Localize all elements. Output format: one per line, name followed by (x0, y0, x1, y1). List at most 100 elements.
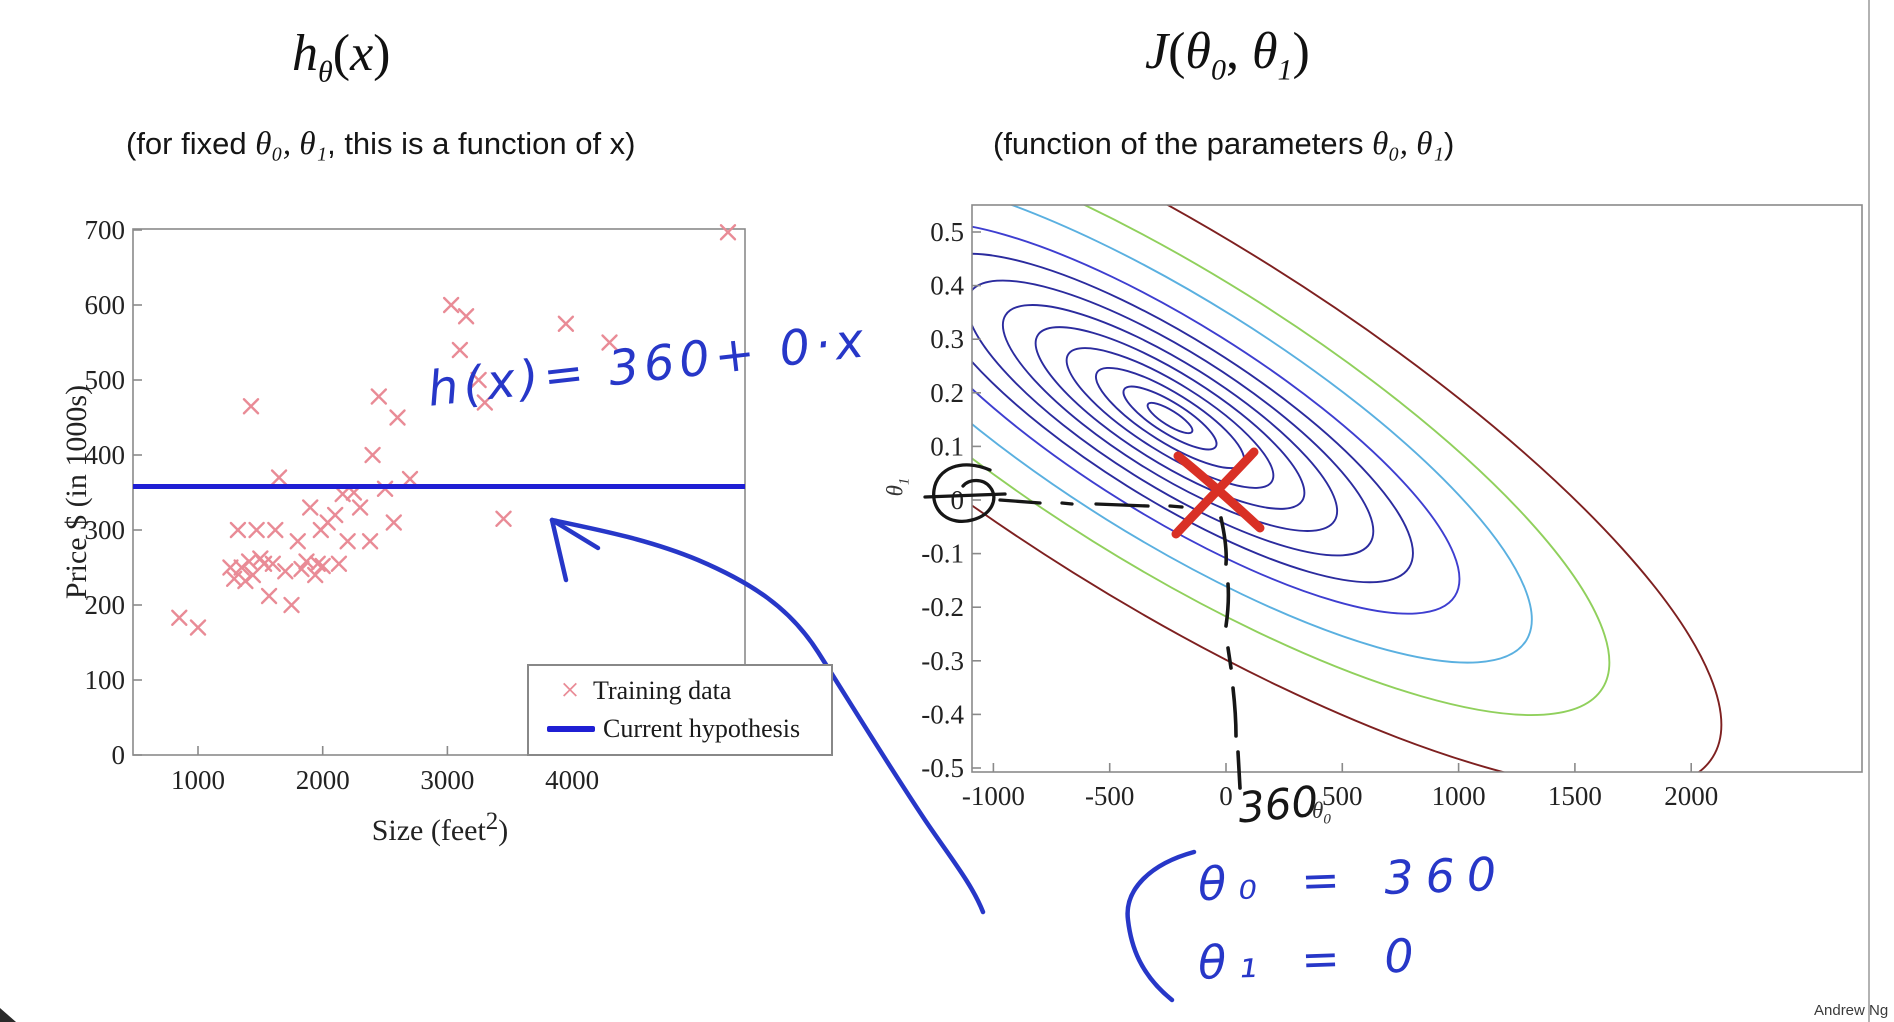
curly-brace (1125, 849, 1197, 1003)
legend-box: × Training data Current hypothesis (527, 664, 833, 756)
data-point-x (370, 388, 388, 405)
title-close: ) (1292, 23, 1310, 80)
contour-level (972, 205, 1533, 664)
y-tick-label: 500 (85, 365, 126, 395)
y-tick-label: 0 (112, 740, 126, 770)
handwritten-theta0-equation: θ₀ = 360 (1197, 846, 1510, 912)
data-point-x (302, 499, 319, 516)
contour-level (972, 221, 1461, 615)
title-open: ( (1168, 23, 1186, 80)
contour-rings (972, 205, 1723, 772)
data-point-x (557, 315, 575, 332)
hypothesis-line-icon (547, 726, 595, 732)
contour-level (1122, 385, 1218, 451)
title-x: x (350, 25, 374, 82)
y-tick-label: 700 (85, 215, 126, 245)
right-subtitle-pre: (function of the parameters (993, 126, 1373, 161)
contour-level (1034, 326, 1306, 510)
data-point-x (339, 533, 356, 550)
y-tick-label: -0.3 (921, 646, 964, 676)
data-point-x (330, 555, 348, 572)
slide-right-border (1868, 0, 1870, 1022)
legend-row-training: × Training data (547, 672, 831, 710)
y-tick-label: -0.5 (921, 753, 964, 783)
xlabel-pre: Size (feet (371, 814, 486, 847)
right-subtitle-math: θ₀, θ₁ (1372, 126, 1444, 162)
right-x-axis-label: θ0 (1312, 798, 1331, 829)
data-point-x (401, 470, 419, 488)
data-point-x (229, 521, 247, 539)
hand-black-marks (923, 463, 1242, 790)
y-tick-label: -0.1 (921, 539, 964, 569)
x-tick-label: 1500 (1548, 781, 1602, 811)
legend-row-hypothesis: Current hypothesis (547, 710, 831, 748)
scribble-strike (923, 492, 1007, 499)
data-point-x (289, 533, 306, 550)
hand-blue-strokes (549, 517, 1197, 1003)
x-tick-label: 1000 (1432, 781, 1486, 811)
dashed-line-to-axis-vertical (1219, 516, 1242, 790)
data-point-x (334, 485, 351, 503)
red-x-stroke (1171, 447, 1259, 539)
left-subtitle-post: , this is a function of x) (327, 126, 636, 161)
data-point-x (457, 308, 475, 325)
right-y-axis-label: θ1 (883, 478, 914, 497)
data-point-x (451, 341, 469, 359)
data-point-x (264, 555, 282, 572)
y-tick-label: 400 (85, 440, 126, 470)
corner-artifact (0, 1008, 16, 1022)
data-point-x (260, 587, 278, 605)
y-tick-label: 100 (85, 665, 126, 695)
data-point-x (240, 553, 258, 570)
left-plot-subtitle: (for fixed θ₀, θ₁, this is a function of… (126, 126, 636, 163)
data-point-x (277, 563, 294, 580)
contour-level (972, 205, 1611, 716)
left-subtitle-math: θ₀, θ₁ (255, 126, 328, 162)
author-credit: Andrew Ng (1814, 1002, 1889, 1019)
y-tick-label: 0.1 (930, 431, 964, 461)
theta0-sub: 0 (1323, 811, 1331, 828)
data-point-x (189, 619, 207, 636)
x-tick-label: 2000 (296, 765, 350, 795)
title-close-paren: ) (373, 25, 391, 82)
title-sub1: 1 (1277, 53, 1293, 87)
right-subtitle-post: ) (1443, 126, 1455, 161)
title-J: J (1145, 23, 1169, 80)
left-subtitle-pre: (for fixed (126, 126, 256, 161)
x-tick-label: 3000 (420, 765, 474, 795)
arrow-barb (549, 517, 601, 551)
x-tick-label: 1000 (171, 765, 225, 795)
data-point-x (364, 446, 381, 464)
data-point-x (442, 296, 460, 314)
contour-level (972, 205, 1723, 772)
x-tick-label: -500 (1085, 781, 1135, 811)
x-tick-label: 2000 (1664, 781, 1718, 811)
data-point-x (293, 560, 310, 578)
y-tick-label: -0.2 (921, 592, 964, 622)
contour-level (972, 252, 1414, 584)
xlabel-post: ) (498, 814, 509, 847)
y-tick-label: 0.5 (930, 217, 964, 247)
data-point-x (389, 409, 406, 426)
data-point-x (495, 510, 512, 527)
data-point-x (326, 506, 344, 524)
y-tick-label: 0.3 (930, 324, 964, 354)
data-point-x (470, 371, 487, 389)
data-point-x (314, 557, 331, 575)
title-theta1: θ (1251, 23, 1278, 80)
left-plot-frame (132, 228, 746, 756)
title-comma: , (1225, 23, 1252, 80)
right-plot-title: J(θ0, θ1) (1145, 22, 1310, 87)
xlabel-sup: 2 (485, 808, 499, 835)
training-data-points (171, 224, 737, 636)
arrow-shaft (549, 517, 986, 915)
data-point-x (309, 555, 326, 572)
scribble-zero (932, 463, 996, 523)
data-point-x (283, 596, 300, 614)
y-tick-label: -0.4 (921, 699, 964, 729)
data-point-x (476, 394, 494, 411)
data-point-x (351, 499, 369, 516)
legend-training-label: Training data (593, 676, 732, 705)
data-point-x (222, 559, 239, 576)
